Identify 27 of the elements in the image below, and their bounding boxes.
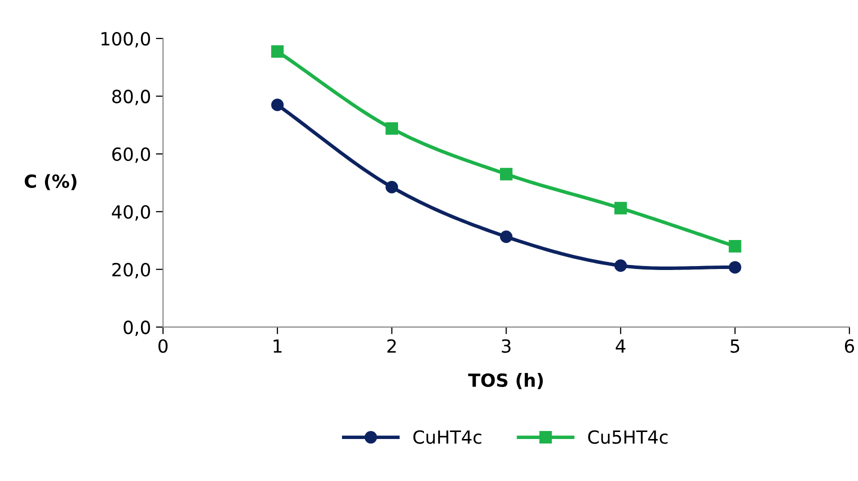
- point: [728, 261, 742, 274]
- y-tick-label: 80,0: [112, 90, 150, 106]
- y-tick-label: 100,0: [102, 32, 150, 48]
- x-tick-label: 0: [158, 339, 168, 353]
- point: [386, 122, 398, 135]
- y-tick-label: 60,0: [112, 147, 150, 163]
- x-tick-label: 6: [844, 339, 854, 353]
- legend-label: CuHT4c: [413, 430, 482, 444]
- y-tick-label: 20,0: [112, 262, 150, 278]
- x-tick-label: 5: [730, 339, 740, 353]
- legend-label: Cu5HT4c: [588, 430, 668, 444]
- y-tick-label: 0,0: [124, 320, 150, 336]
- y-axis-title: C (%): [24, 174, 76, 190]
- x-tick-label: 3: [502, 339, 511, 353]
- point: [271, 98, 284, 112]
- x-tick-label: 4: [616, 339, 626, 353]
- point: [271, 45, 284, 58]
- x-axis-title: TOS (h): [468, 373, 543, 390]
- point: [386, 180, 398, 194]
- point: [500, 230, 512, 243]
- point: [614, 202, 627, 214]
- point: [500, 168, 512, 180]
- point: [614, 259, 627, 272]
- y-tick-label: 40,0: [112, 205, 150, 221]
- point: [728, 240, 742, 253]
- x-tick-label: 2: [387, 339, 396, 353]
- x-tick-label: 1: [274, 339, 282, 353]
